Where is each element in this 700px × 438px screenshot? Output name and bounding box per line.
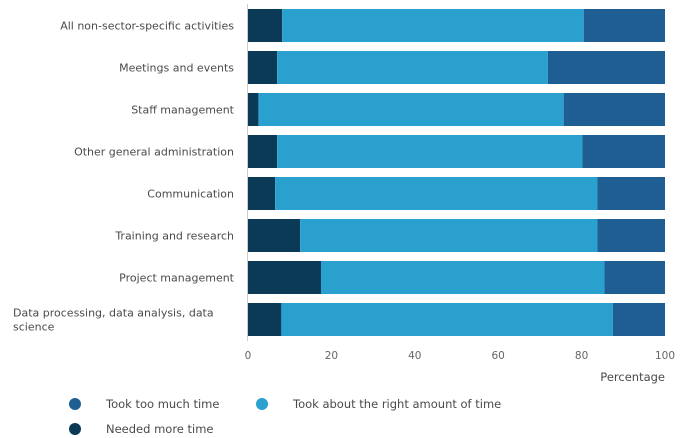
bar-6-series-1 xyxy=(248,219,301,252)
legend-marker-3 xyxy=(69,423,81,435)
bar-3-series-1 xyxy=(248,93,259,126)
bar-7-series-2 xyxy=(320,261,605,294)
bar-5-series-1 xyxy=(248,177,276,210)
bar-4-series-1 xyxy=(248,135,278,168)
x-tick-label-40: 40 xyxy=(408,350,421,362)
legend-label-1: Took too much time xyxy=(105,397,219,411)
bars-group xyxy=(248,9,666,336)
bar-7-series-3 xyxy=(604,261,665,294)
legend-label-3: Needed more time xyxy=(106,422,214,436)
category-label-5: Communication xyxy=(147,188,234,201)
x-axis-ticks: 0 20 40 60 80 100 xyxy=(245,350,675,362)
x-axis-title: Percentage xyxy=(600,370,665,384)
bar-1-series-2 xyxy=(282,9,584,42)
category-label-4: Other general administration xyxy=(74,146,234,159)
legend-marker-1 xyxy=(69,398,81,410)
category-label-2: Meetings and events xyxy=(119,62,234,75)
x-tick-label-80: 80 xyxy=(575,350,588,362)
bar-2-series-1 xyxy=(248,51,278,84)
bar-5-series-3 xyxy=(597,177,665,210)
category-label-8: Data processing, data analysis, data scie… xyxy=(13,307,214,334)
x-tick-label-20: 20 xyxy=(325,350,338,362)
bar-4-series-3 xyxy=(582,135,665,168)
category-labels: All non-sector-specific activities Meetin… xyxy=(13,20,235,334)
bar-2-series-2 xyxy=(277,51,548,84)
bar-3-series-2 xyxy=(258,93,564,126)
category-label-7: Project management xyxy=(119,272,235,285)
category-label-6: Training and research xyxy=(114,230,234,243)
category-label-1: All non-sector-specific activities xyxy=(60,20,234,33)
bar-3-series-3 xyxy=(563,93,665,126)
bar-8-series-3 xyxy=(612,303,666,336)
bar-6-series-2 xyxy=(300,219,598,252)
x-tick-label-0: 0 xyxy=(245,350,252,362)
legend-marker-2 xyxy=(256,398,268,410)
bar-1-series-3 xyxy=(583,9,665,42)
bar-8-series-2 xyxy=(281,303,613,336)
bar-4-series-2 xyxy=(277,135,583,168)
legend-label-2: Took about the right amount of time xyxy=(292,397,501,411)
bar-5-series-2 xyxy=(275,177,598,210)
category-label-3: Staff management xyxy=(131,104,234,117)
bar-1-series-1 xyxy=(248,9,283,42)
x-tick-label-60: 60 xyxy=(492,350,505,362)
x-tick-label-100: 100 xyxy=(655,350,675,362)
legend: Took too much time Took about the right a… xyxy=(69,397,501,436)
bar-8-series-1 xyxy=(248,303,282,336)
bar-2-series-3 xyxy=(547,51,665,84)
bar-6-series-3 xyxy=(597,219,665,252)
bar-7-series-1 xyxy=(248,261,321,294)
